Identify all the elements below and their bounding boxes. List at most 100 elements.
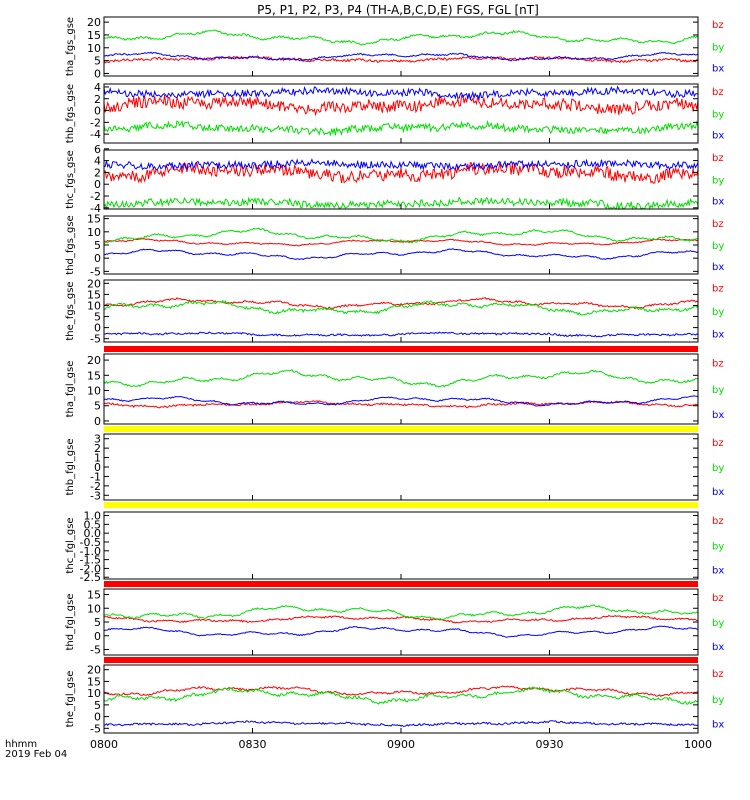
legend-bx: bx (712, 410, 724, 421)
legend-bz: bz (712, 283, 724, 294)
series-bz-line (103, 400, 699, 409)
legend-by: by (712, 307, 724, 318)
y-tick-label: 5 (94, 55, 101, 68)
series-by-line (103, 369, 699, 388)
y-tick-label: 10 (87, 226, 101, 239)
legend-bz: bz (712, 438, 724, 449)
x-axis: 0800 0830 0900 0930 1000 (90, 738, 712, 751)
y-tick-label: -2 (90, 116, 101, 129)
y-tick-label: 15 (87, 589, 101, 602)
y-tick-label: 20 (87, 16, 101, 29)
y-axis-label: thc_fgl_gse (65, 517, 76, 573)
y-tick-label: -4 (90, 202, 101, 215)
y-axis-label: thc_fgs_gse (65, 150, 76, 209)
panel-frame (103, 588, 699, 656)
series-bz-line (103, 55, 699, 64)
x-tick-label: 1000 (684, 738, 712, 751)
series-by-line (103, 227, 699, 245)
y-axis-label: thb_fgs_gse (65, 84, 76, 143)
legend-bx: bx (712, 262, 724, 273)
series-by-line (103, 119, 699, 137)
series-bx-line (103, 331, 699, 338)
flag-bar-flag_yellow (104, 502, 698, 508)
legend-bx: bx (712, 719, 724, 730)
y-tick-label: 20 (87, 277, 101, 290)
legend-by: by (712, 385, 724, 396)
y-tick-label: 0 (94, 711, 101, 724)
y-tick-label: 20 (87, 664, 101, 677)
y-tick-label: 20 (87, 354, 101, 367)
legend-bx: bx (712, 642, 724, 653)
y-tick-label: -2.5 (80, 571, 101, 584)
y-tick-label: 0 (94, 105, 101, 118)
y-tick-label: 0 (94, 415, 101, 428)
y-tick-label: 0.0 (84, 527, 102, 540)
y-tick-label: 5 (94, 311, 101, 324)
legend-bx: bx (712, 487, 724, 498)
y-tick-label: 1 (94, 452, 101, 465)
y-tick-label: -2 (90, 190, 101, 203)
series-by-line (103, 686, 699, 705)
y-tick-label: 10 (87, 602, 101, 615)
y-tick-label: 0 (94, 252, 101, 265)
y-tick-label: 5 (94, 616, 101, 629)
legend-by: by (712, 542, 724, 553)
series-bx-line (103, 248, 699, 261)
legend-by: by (712, 695, 724, 706)
y-tick-label: -2.0 (80, 562, 101, 575)
legend-bz: bz (712, 20, 724, 31)
y-tick-label: 1.0 (84, 510, 102, 523)
y-tick-label: 15 (87, 213, 101, 226)
series-bz-line (103, 92, 699, 117)
x-tick-label: 0800 (90, 738, 118, 751)
x-tick-label: 0930 (536, 738, 564, 751)
flag-bar-flag_yellow (104, 426, 698, 432)
series-by-line (103, 604, 699, 621)
y-axis-label: thb_fgl_gse (65, 439, 76, 496)
y-tick-label: 10 (87, 385, 101, 398)
series-bx-line (103, 625, 699, 638)
y-tick-label: 5 (94, 699, 101, 712)
series-bz-line (103, 238, 699, 247)
flag-bar-flag_red (104, 657, 698, 663)
series-by-line (103, 299, 699, 316)
panel-frame (103, 664, 699, 734)
series-bx-line (103, 51, 699, 62)
y-tick-label: -1 (90, 470, 101, 483)
y-tick-label: 2 (94, 93, 101, 106)
legend-bz: bz (712, 593, 724, 604)
y-tick-label: 0 (94, 67, 101, 80)
y-tick-label: -4 (90, 128, 101, 141)
legend-bx: bx (712, 566, 724, 577)
series-bz-line (103, 685, 698, 698)
legend-bx: bx (712, 131, 724, 142)
y-axis-label: the_fgl_gse (65, 671, 76, 728)
chart-title: P5, P1, P2, P3, P4 (TH-A,B,C,D,E) FGS, F… (257, 3, 539, 17)
x-tick-label: 0830 (239, 738, 267, 751)
y-axis-label: tha_fgs_gse (65, 17, 76, 76)
legend-by: by (712, 241, 724, 252)
y-tick-label: 2 (94, 442, 101, 455)
flag-bar-flag_red (104, 581, 698, 587)
legend-bx: bx (712, 64, 724, 75)
y-tick-label: 4 (94, 81, 101, 94)
panel-frame (103, 353, 699, 425)
legend-bz: bz (712, 219, 724, 230)
panel-frame (103, 511, 699, 580)
flags-layer (104, 346, 698, 663)
series-bx-line (103, 395, 699, 407)
x-tick-label: 0900 (387, 738, 415, 751)
y-tick-label: 15 (87, 369, 101, 382)
y-tick-label: 10 (87, 299, 101, 312)
series-bz-line (103, 296, 699, 310)
legend-by: by (712, 43, 724, 54)
y-tick-label: 10 (87, 42, 101, 55)
y-axis-label: thd_fgs_gse (65, 215, 76, 274)
y-tick-label: 5 (94, 400, 101, 413)
